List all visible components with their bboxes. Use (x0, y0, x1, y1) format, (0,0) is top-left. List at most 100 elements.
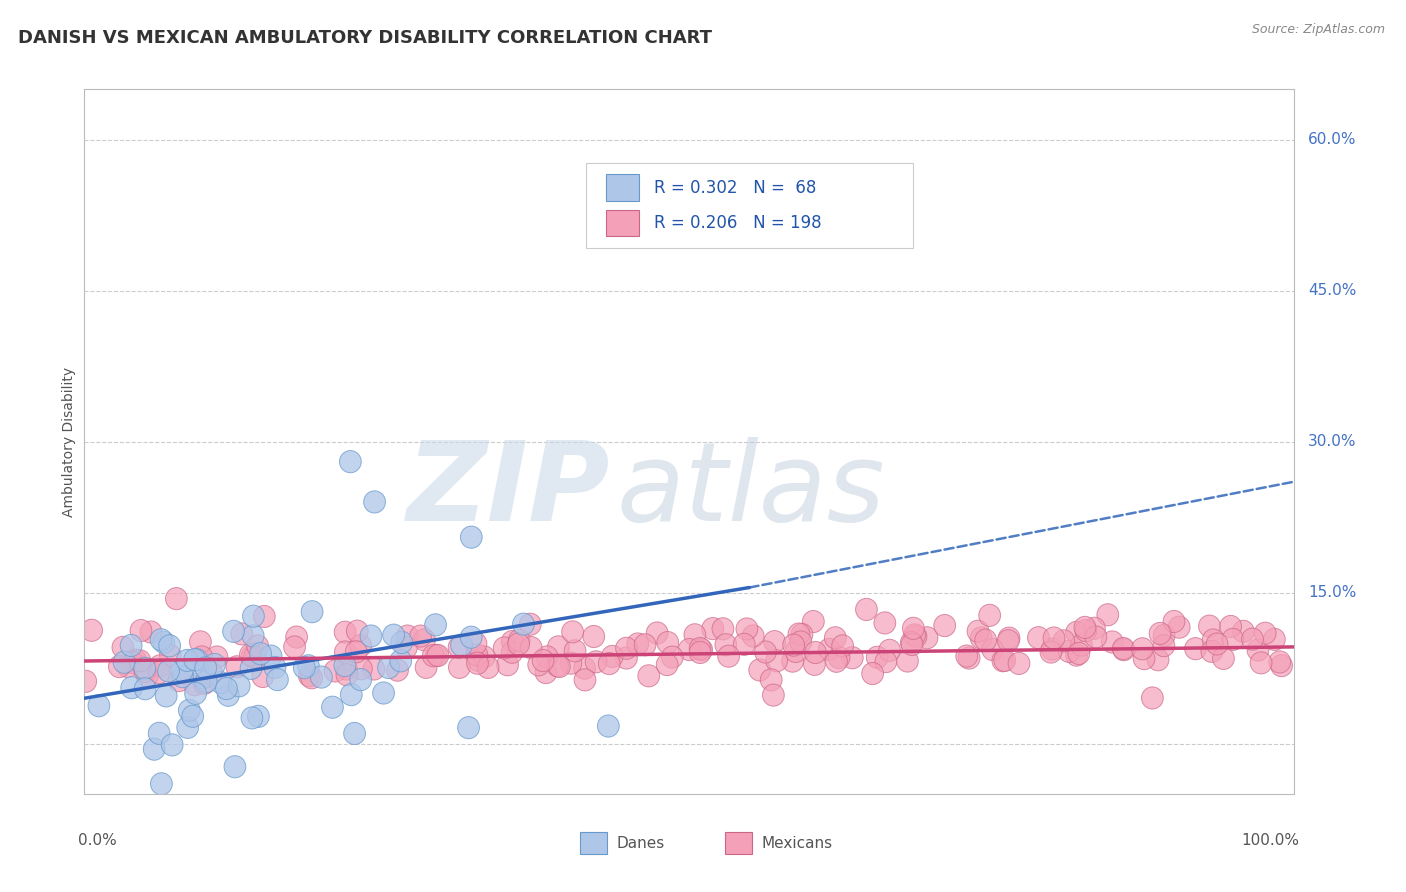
Ellipse shape (134, 657, 156, 680)
Ellipse shape (934, 615, 956, 637)
Ellipse shape (616, 637, 637, 659)
Ellipse shape (121, 677, 142, 698)
Ellipse shape (959, 647, 980, 669)
Ellipse shape (657, 654, 678, 675)
Text: DANISH VS MEXICAN AMBULATORY DISABILITY CORRELATION CHART: DANISH VS MEXICAN AMBULATORY DISABILITY … (18, 29, 711, 47)
Ellipse shape (997, 630, 1019, 652)
Ellipse shape (159, 645, 181, 666)
Text: Source: ZipAtlas.com: Source: ZipAtlas.com (1251, 23, 1385, 37)
Ellipse shape (519, 613, 541, 635)
Ellipse shape (253, 606, 276, 628)
Ellipse shape (875, 650, 897, 673)
Ellipse shape (1153, 624, 1175, 647)
Ellipse shape (1233, 620, 1254, 642)
Ellipse shape (425, 614, 447, 636)
Ellipse shape (1028, 626, 1049, 648)
Ellipse shape (956, 645, 977, 667)
Ellipse shape (904, 624, 925, 646)
Ellipse shape (239, 644, 262, 666)
Ellipse shape (250, 642, 271, 665)
Text: Danes: Danes (616, 836, 665, 851)
Y-axis label: Ambulatory Disability: Ambulatory Disability (62, 367, 76, 516)
Ellipse shape (1201, 640, 1223, 663)
Ellipse shape (427, 644, 449, 666)
Ellipse shape (311, 666, 332, 688)
Ellipse shape (157, 660, 180, 682)
Ellipse shape (502, 631, 523, 653)
Ellipse shape (391, 632, 412, 654)
Ellipse shape (513, 613, 534, 635)
Ellipse shape (866, 646, 889, 668)
Ellipse shape (979, 604, 1001, 626)
Ellipse shape (346, 640, 367, 663)
Ellipse shape (89, 695, 110, 717)
Ellipse shape (1220, 615, 1241, 638)
Ellipse shape (998, 627, 1019, 649)
Text: Mexicans: Mexicans (762, 836, 832, 851)
Ellipse shape (901, 633, 922, 656)
Ellipse shape (1043, 627, 1064, 649)
Ellipse shape (243, 605, 264, 627)
Ellipse shape (561, 621, 583, 643)
Ellipse shape (465, 644, 488, 666)
Ellipse shape (714, 633, 737, 656)
Ellipse shape (193, 666, 214, 689)
Ellipse shape (879, 640, 900, 661)
Ellipse shape (903, 617, 924, 640)
Ellipse shape (204, 654, 225, 675)
Ellipse shape (264, 657, 285, 679)
Ellipse shape (231, 623, 253, 645)
Ellipse shape (627, 633, 648, 655)
Ellipse shape (177, 716, 198, 739)
Ellipse shape (1074, 616, 1095, 639)
Ellipse shape (742, 625, 763, 647)
Ellipse shape (683, 624, 706, 646)
Ellipse shape (1222, 628, 1244, 650)
Ellipse shape (762, 684, 785, 706)
Ellipse shape (159, 635, 180, 657)
Ellipse shape (547, 636, 569, 658)
Ellipse shape (1212, 648, 1234, 670)
Ellipse shape (1241, 628, 1264, 650)
Ellipse shape (240, 657, 262, 680)
Ellipse shape (75, 670, 97, 692)
Ellipse shape (832, 635, 853, 657)
Ellipse shape (176, 649, 198, 672)
Ellipse shape (1247, 639, 1268, 661)
Ellipse shape (1185, 638, 1206, 660)
Ellipse shape (191, 646, 212, 668)
Ellipse shape (467, 652, 488, 674)
Text: 60.0%: 60.0% (1308, 132, 1357, 147)
Text: 15.0%: 15.0% (1308, 585, 1357, 600)
Ellipse shape (460, 626, 482, 648)
Ellipse shape (336, 658, 357, 680)
Ellipse shape (520, 637, 543, 658)
Ellipse shape (465, 632, 486, 655)
FancyBboxPatch shape (581, 832, 607, 855)
Ellipse shape (766, 649, 787, 672)
Ellipse shape (387, 659, 408, 681)
Ellipse shape (1040, 641, 1062, 663)
Ellipse shape (841, 647, 863, 669)
Ellipse shape (1101, 631, 1123, 653)
Ellipse shape (496, 654, 519, 676)
Ellipse shape (172, 659, 193, 681)
Ellipse shape (1066, 622, 1087, 643)
Ellipse shape (360, 625, 382, 647)
Ellipse shape (564, 640, 586, 662)
Text: R = 0.206   N = 198: R = 0.206 N = 198 (654, 214, 821, 232)
Ellipse shape (818, 639, 841, 660)
Ellipse shape (134, 660, 156, 682)
Ellipse shape (536, 646, 558, 668)
Ellipse shape (917, 627, 938, 648)
Ellipse shape (804, 641, 827, 664)
Ellipse shape (136, 665, 157, 688)
Ellipse shape (1254, 622, 1277, 644)
Ellipse shape (598, 715, 619, 737)
Ellipse shape (350, 668, 371, 690)
Ellipse shape (243, 646, 266, 668)
Ellipse shape (974, 629, 997, 651)
Ellipse shape (1076, 620, 1097, 641)
Ellipse shape (240, 646, 263, 667)
Ellipse shape (1206, 633, 1227, 655)
